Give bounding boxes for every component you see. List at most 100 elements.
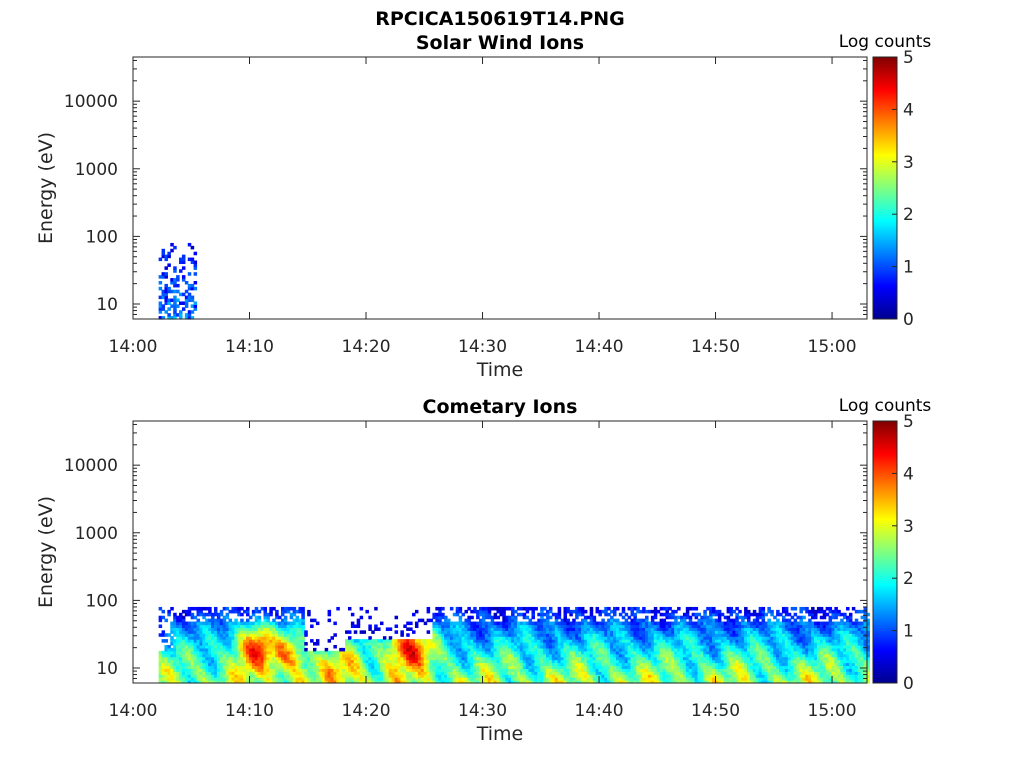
spectrogram-cell (764, 677, 768, 681)
spectrogram-cell (225, 644, 230, 649)
spectrogram-cell (747, 647, 751, 652)
spectrogram-cell (321, 671, 326, 675)
spectrogram-cell (208, 653, 212, 658)
spectrogram-cell (610, 680, 614, 684)
spectrogram-cell (499, 662, 503, 667)
spectrogram-cell (173, 624, 177, 629)
spectrogram-cell (190, 665, 195, 669)
spectrogram-cell (700, 668, 704, 672)
spectrogram-cell (420, 680, 425, 684)
spectrogram-cell (304, 662, 308, 667)
spectrogram-cell (286, 639, 291, 643)
spectrogram-cell (161, 665, 166, 669)
spectrogram-cell (770, 662, 774, 667)
spectrogram-cell (543, 656, 547, 661)
spectrogram-cell (580, 624, 585, 629)
spectrogram-cell (278, 680, 282, 684)
spectrogram-cell (487, 644, 492, 649)
spectrogram-cell (353, 677, 358, 681)
spectrogram-cell (248, 639, 253, 643)
spectrogram-cell (260, 650, 265, 655)
spectrogram-cell (385, 644, 390, 649)
spectrogram-cell (723, 677, 728, 681)
spectrogram-cell (502, 677, 506, 681)
spectrogram-cell (211, 627, 215, 631)
spectrogram-cell (741, 656, 745, 661)
spectrogram-cell (272, 659, 276, 664)
spectrogram-cell (388, 659, 393, 664)
spectrogram-cell (164, 662, 168, 667)
spectrogram-cell (770, 668, 774, 672)
spectrogram-cell (578, 668, 582, 672)
spectrogram-cell (484, 659, 489, 664)
spectrogram-cell (248, 633, 253, 637)
spectrogram-cell (473, 644, 477, 649)
spectrogram-cell (548, 636, 553, 640)
spectrogram-cell (621, 624, 626, 629)
spectrogram-cell (703, 653, 707, 658)
spectrogram-cell (499, 644, 503, 649)
spectrogram-cell (272, 644, 276, 649)
spectrogram-cell (269, 674, 273, 678)
spectrogram-cell (248, 653, 253, 658)
spectrogram-cell (280, 621, 285, 626)
spectrogram-cell (397, 662, 401, 667)
spectrogram-cell (642, 671, 646, 675)
spectrogram-cell (779, 647, 783, 652)
spectrogram-cell (662, 677, 667, 681)
spectrogram-cell (717, 659, 722, 664)
spectrogram-cell (563, 665, 568, 669)
spectrogram-cell (310, 639, 314, 643)
spectrogram-cell (388, 647, 393, 652)
spectrogram-cell (432, 621, 436, 626)
spectrogram-cell (508, 636, 512, 640)
spectrogram-cell (388, 642, 393, 646)
spectrogram-cell (417, 653, 422, 658)
spectrogram-cell (199, 662, 203, 667)
spectrogram-cell (653, 668, 658, 672)
spectrogram-cell (642, 647, 646, 652)
spectrogram-cell (213, 627, 218, 631)
solar-wind-x-ticks: 14:00 14:10 14:20 14:30 14:40 14:50 15:00 (109, 57, 857, 357)
spectrogram-cell (193, 260, 198, 265)
spectrogram-cell (540, 662, 544, 667)
spectrogram-cell (595, 665, 600, 669)
spectrogram-cell (490, 618, 495, 623)
spectrogram-cell (752, 627, 757, 631)
y-tick-label: 1000 (75, 160, 118, 180)
spectrogram-cell (272, 662, 276, 667)
spectrogram-cell (342, 653, 346, 658)
spectrogram-cell (193, 624, 198, 629)
spectrogram-cell (333, 671, 337, 675)
spectrogram-cell (496, 621, 501, 626)
spectrogram-cell (752, 659, 757, 664)
spectrogram-cell (554, 671, 559, 675)
spectrogram-cell (464, 668, 468, 672)
spectrogram-cell (621, 650, 626, 655)
spectrogram-cell (703, 630, 707, 634)
spectrogram-cell (680, 647, 684, 652)
spectrogram-cell (615, 665, 620, 669)
spectrogram-cell (516, 656, 521, 661)
spectrogram-cell (170, 304, 174, 308)
spectrogram-cell (528, 627, 533, 631)
spectrogram-cell (566, 624, 570, 629)
spectrogram-cell (592, 633, 597, 637)
spectrogram-cell (417, 677, 422, 681)
spectrogram-cell (269, 639, 273, 643)
spectrogram-cell (414, 662, 419, 667)
spectrogram-cell (662, 680, 667, 684)
spectrogram-cell (243, 647, 247, 652)
spectrogram-cell (630, 662, 634, 667)
spectrogram-cell (234, 674, 238, 678)
spectrogram-cell (639, 659, 643, 664)
spectrogram-cell (784, 656, 789, 661)
spectrogram-cell (272, 653, 276, 658)
spectrogram-cell (257, 618, 262, 623)
spectrogram-cell (280, 650, 285, 655)
spectrogram-cell (554, 680, 559, 684)
spectrogram-cell (738, 644, 742, 649)
spectrogram-cell (280, 642, 285, 646)
spectrogram-cell (519, 659, 524, 664)
spectrogram-cell (368, 680, 372, 684)
